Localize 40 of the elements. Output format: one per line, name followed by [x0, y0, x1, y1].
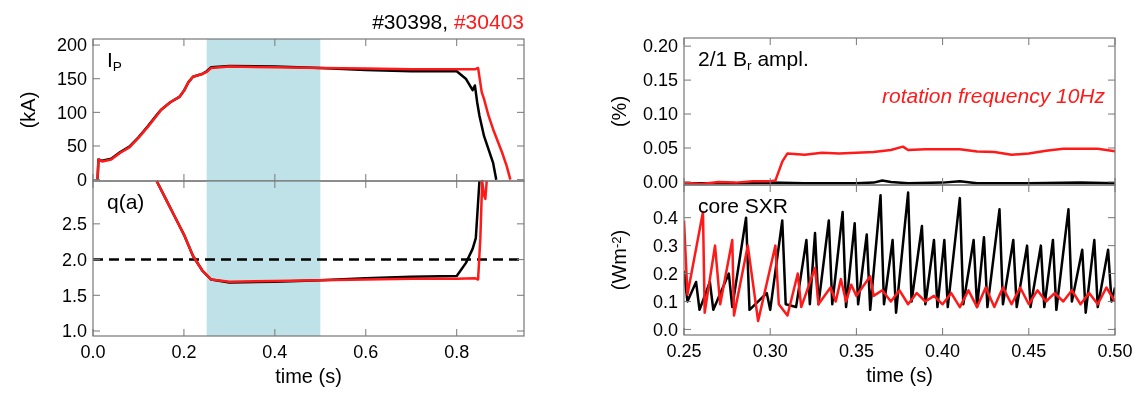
y-tick-label: 0.00 — [642, 172, 678, 193]
x-tick-label: 0.6 — [353, 342, 379, 362]
annotation: q(a) — [107, 190, 145, 213]
x-tick-label: 0.4 — [262, 342, 288, 362]
y-tick-label: 50 — [66, 136, 87, 157]
y-tick-label: 150 — [56, 69, 87, 90]
x-tick-label: 0.30 — [752, 341, 788, 361]
y-tick-label: 0.20 — [642, 36, 678, 57]
annotation: core SXR — [698, 194, 788, 217]
x-tick-label: 0.0 — [80, 342, 106, 362]
y-tick-label: 0 — [76, 169, 87, 190]
x-tick-label: 0.40 — [925, 341, 961, 361]
chart-title: #30398, #30403 — [372, 10, 524, 33]
x-tick-label: 0.8 — [444, 342, 470, 362]
y-tick-label: 1.5 — [61, 285, 87, 306]
x-axis-title: time (s) — [275, 365, 342, 387]
y-axis-title: (kA) — [17, 91, 39, 129]
y-tick-label: 0.3 — [652, 235, 678, 256]
y-tick-label: 2.5 — [61, 214, 87, 235]
y-tick-label: 200 — [56, 35, 87, 56]
y-tick-label: 0.2 — [652, 263, 678, 284]
y-tick-label: 0.1 — [652, 291, 678, 312]
y-tick-label: 100 — [56, 102, 87, 123]
x-tick-label: 0.2 — [171, 342, 197, 362]
y-tick-label: 0.4 — [652, 207, 678, 228]
annotation: 2/1 B$_{r}$ ampl. — [698, 47, 809, 74]
x-tick-label: 0.35 — [838, 341, 874, 361]
annotation: I$_{P}$ — [107, 48, 122, 75]
series-label: rotation frequency 10Hz — [882, 84, 1106, 108]
x-tick-label: 0.50 — [1097, 341, 1133, 361]
y-tick-label: 0.10 — [642, 104, 678, 125]
y-tick-label: 0.0 — [652, 319, 678, 340]
y-tick-label: 0.05 — [642, 138, 678, 159]
y-tick-label: 1.0 — [61, 321, 87, 342]
x-tick-label: 0.45 — [1011, 341, 1047, 361]
y-tick-label: 0.15 — [642, 70, 678, 91]
x-axis-title: time (s) — [866, 364, 933, 386]
y-axis-title: (%) — [608, 95, 630, 128]
x-tick-label: 0.25 — [666, 341, 702, 361]
y-tick-label: 2.0 — [61, 249, 87, 270]
